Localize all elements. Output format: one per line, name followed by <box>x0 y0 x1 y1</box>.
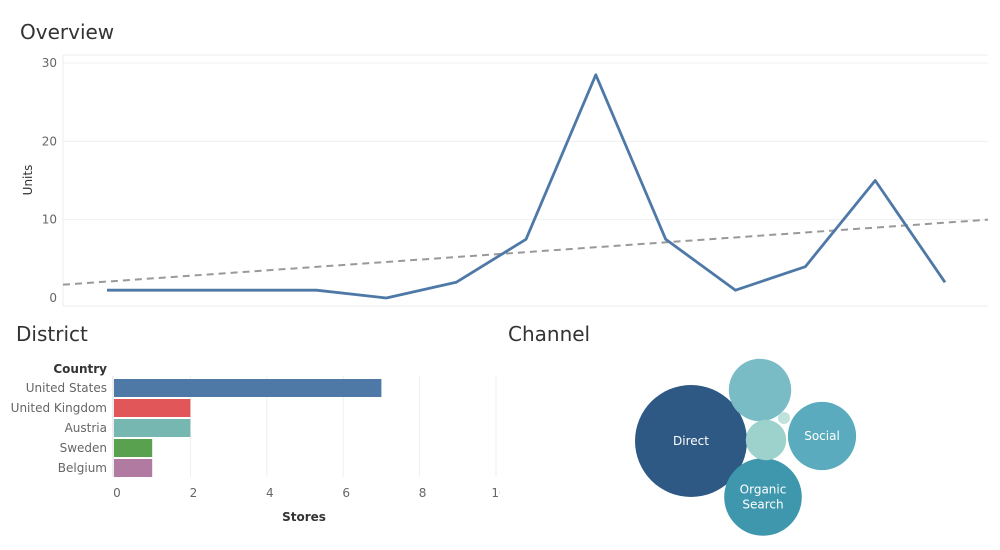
x-tick-label: 4 <box>266 486 274 500</box>
bubble[interactable] <box>724 458 802 536</box>
bar[interactable] <box>114 459 153 477</box>
channel-title: Channel <box>508 322 591 346</box>
y-tick-label: 10 <box>42 213 57 227</box>
x-tick-label: 10 <box>491 486 500 500</box>
category-header: Country <box>53 362 107 376</box>
bar-category-label: United States <box>26 381 107 395</box>
bar[interactable] <box>114 419 191 437</box>
series-line <box>107 73 947 300</box>
bar[interactable] <box>114 439 153 457</box>
bubble-label: Social <box>804 429 840 443</box>
y-axis-title: Units <box>21 165 35 196</box>
bubble-label: Direct <box>673 434 709 448</box>
bar[interactable] <box>114 379 382 397</box>
bubble[interactable] <box>635 385 747 497</box>
x-tick-label: 2 <box>190 486 198 500</box>
bar-category-label: Belgium <box>58 461 107 475</box>
bubble-label: Search <box>742 498 783 512</box>
x-axis-title: Stores <box>282 510 326 524</box>
overview-title: Overview <box>20 20 115 44</box>
y-tick-label: 0 <box>49 291 57 305</box>
bar-category-label: Sweden <box>60 441 107 455</box>
bubble[interactable] <box>778 412 790 424</box>
x-tick-label: 0 <box>113 486 121 500</box>
bubble[interactable] <box>745 419 787 461</box>
bubble[interactable] <box>787 401 857 471</box>
y-tick-label: 30 <box>42 56 57 70</box>
x-tick-label: 8 <box>419 486 427 500</box>
trend-line <box>62 218 989 286</box>
bubble[interactable] <box>728 358 792 422</box>
bubble-label: Organic <box>740 483 787 497</box>
district-bar-chart: Country United States United Kingdom Austr… <box>11 362 500 524</box>
district-title: District <box>16 322 88 346</box>
bar-category-label: United Kingdom <box>11 401 107 415</box>
y-tick-label: 20 <box>42 134 57 148</box>
overview-line-chart: 0 10 20 30 Units <box>21 54 989 307</box>
x-tick-label: 6 <box>342 486 350 500</box>
bar-category-label: Austria <box>65 421 107 435</box>
bar[interactable] <box>114 399 191 417</box>
